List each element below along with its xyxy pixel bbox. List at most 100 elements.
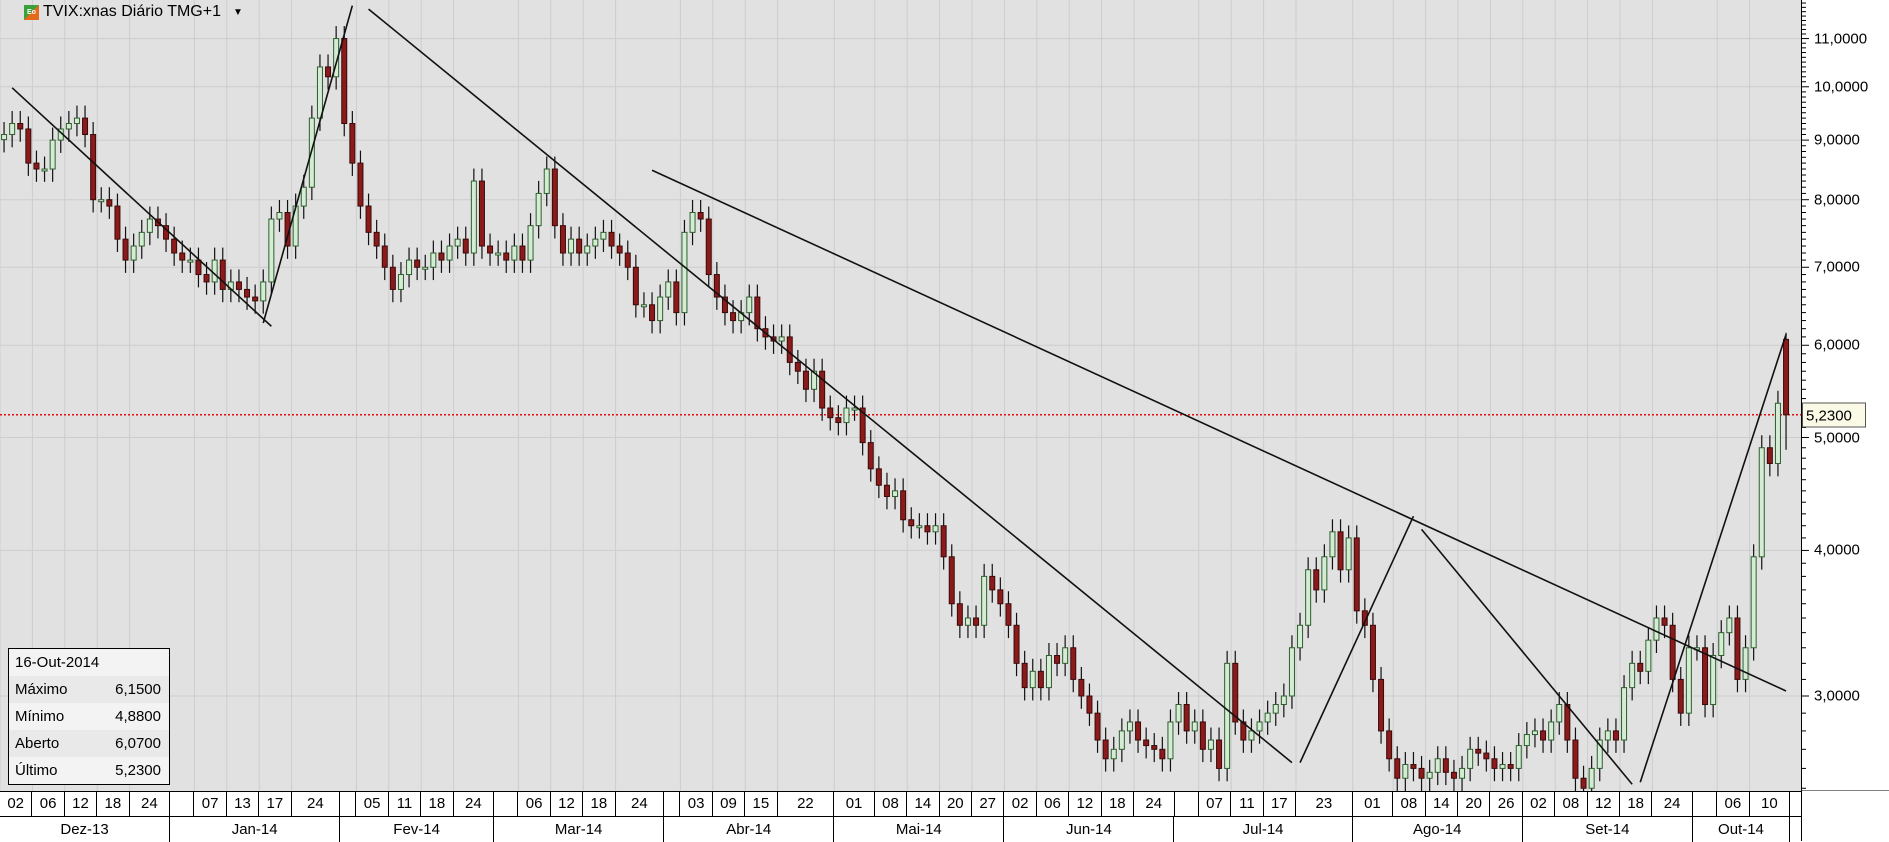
candle-body-up bbox=[964, 617, 971, 626]
candle bbox=[1750, 544, 1757, 661]
candle-body-up bbox=[1029, 670, 1036, 689]
trendline[interactable] bbox=[1639, 334, 1787, 783]
candle-body-up bbox=[1207, 739, 1214, 750]
candlestick-chart[interactable] bbox=[0, 0, 1801, 802]
candle bbox=[778, 324, 785, 354]
candle-body-up bbox=[446, 245, 453, 261]
candle-body-down bbox=[219, 259, 226, 290]
candle bbox=[1515, 733, 1522, 782]
trendline[interactable] bbox=[262, 5, 354, 324]
candle bbox=[114, 193, 121, 252]
candle-body-down bbox=[1313, 569, 1320, 591]
candle bbox=[964, 605, 971, 639]
candle bbox=[49, 127, 56, 182]
candle-body-down bbox=[1442, 758, 1449, 773]
candle-body-up bbox=[1758, 447, 1765, 558]
candle-body-up bbox=[932, 525, 939, 533]
candle bbox=[33, 150, 40, 182]
candle-body-down bbox=[900, 490, 907, 521]
candle bbox=[875, 456, 882, 499]
trendline[interactable] bbox=[11, 87, 272, 327]
day-label: 23 bbox=[1296, 792, 1353, 816]
trendline[interactable] bbox=[368, 8, 1293, 764]
day-label: 08 bbox=[1393, 792, 1426, 816]
candle bbox=[438, 240, 445, 273]
candle bbox=[65, 111, 72, 142]
candle-body-down bbox=[608, 231, 615, 247]
candle bbox=[1459, 755, 1466, 792]
day-label: 24 bbox=[1652, 792, 1693, 816]
candle-body-up bbox=[73, 117, 80, 125]
candle bbox=[1224, 650, 1231, 782]
candle bbox=[1013, 612, 1020, 677]
candle bbox=[1102, 727, 1109, 772]
day-cell-blank bbox=[340, 792, 357, 816]
candle bbox=[932, 513, 939, 545]
candle bbox=[422, 254, 429, 281]
candle-body-down bbox=[179, 252, 186, 261]
candle-body-down bbox=[1734, 617, 1741, 680]
candle bbox=[325, 54, 332, 90]
candle-body-down bbox=[835, 417, 842, 424]
candle-body-down bbox=[203, 274, 210, 283]
last-price-label: 5,2300 bbox=[1802, 402, 1866, 428]
symbol-title: TVIX:xnas Diário TMG+1 bbox=[43, 3, 221, 20]
candle-body-up bbox=[1256, 721, 1263, 732]
candle-body-up bbox=[422, 266, 429, 270]
candle bbox=[1475, 736, 1482, 766]
candle bbox=[1612, 718, 1619, 753]
candle bbox=[576, 226, 583, 266]
candle-body-up bbox=[1499, 764, 1506, 769]
candle bbox=[1240, 709, 1247, 753]
month-label: Ago-14 bbox=[1353, 817, 1523, 842]
day-label: 06 bbox=[1037, 792, 1070, 816]
candle-body-down bbox=[576, 238, 583, 254]
candle bbox=[1297, 612, 1304, 661]
candle-body-up bbox=[1191, 721, 1198, 732]
trendline[interactable] bbox=[1420, 528, 1633, 785]
candle bbox=[1653, 605, 1660, 653]
candle bbox=[1280, 683, 1287, 718]
candle bbox=[1264, 700, 1271, 735]
candle bbox=[1062, 635, 1069, 677]
candle-body-down bbox=[478, 180, 485, 247]
chart-title[interactable]: Eo TVIX:xnas Diário TMG+1 ▼ bbox=[24, 3, 243, 21]
candle-body-down bbox=[17, 123, 24, 130]
candle-body-down bbox=[114, 205, 121, 240]
candle-body-up bbox=[600, 231, 607, 240]
candle-body-up bbox=[592, 238, 599, 247]
date-axis[interactable]: 02 06 12 18 24 07 13 17 24 05 11 18 24 06 12 18 24 03 09 15… bbox=[0, 791, 1801, 842]
candle-body-down bbox=[1102, 739, 1109, 760]
candle bbox=[1742, 635, 1749, 693]
caret-down-icon[interactable]: ▼ bbox=[232, 6, 243, 18]
candle bbox=[786, 324, 793, 376]
trendline[interactable] bbox=[651, 169, 1787, 692]
candle-body-down bbox=[1232, 662, 1239, 723]
candle-body-up bbox=[1645, 639, 1652, 672]
candle bbox=[1556, 692, 1563, 735]
candle bbox=[948, 544, 955, 617]
candle-body-down bbox=[1491, 758, 1498, 769]
candle bbox=[1410, 752, 1417, 782]
candle bbox=[721, 284, 728, 326]
candle bbox=[1726, 605, 1733, 646]
day-label: 14 bbox=[1426, 792, 1458, 816]
candle-body-down bbox=[235, 281, 242, 290]
candle bbox=[268, 206, 275, 295]
candle-body-up bbox=[1653, 617, 1660, 641]
candle bbox=[82, 105, 89, 148]
day-label: 24 bbox=[1134, 792, 1175, 816]
candle-body-up bbox=[1742, 647, 1749, 680]
candle-body-up bbox=[41, 168, 48, 172]
price-chart[interactable]: Eo TVIX:xnas Diário TMG+1 ▼ 16-Out-2014 … bbox=[0, 0, 1801, 802]
candle-body-up bbox=[187, 259, 194, 263]
day-label: 22 bbox=[778, 792, 835, 816]
candle bbox=[851, 395, 858, 421]
candle-body-up bbox=[276, 212, 283, 220]
price-axis[interactable]: 5,2300 3,0000 4,0000 5,0000 6,0000 7,0000 8,0… bbox=[1801, 0, 1889, 841]
candle-body-up bbox=[1329, 531, 1336, 558]
trendline[interactable] bbox=[1299, 515, 1415, 763]
candle-body-up bbox=[1588, 767, 1595, 789]
candle bbox=[430, 240, 437, 281]
candle bbox=[527, 213, 534, 273]
